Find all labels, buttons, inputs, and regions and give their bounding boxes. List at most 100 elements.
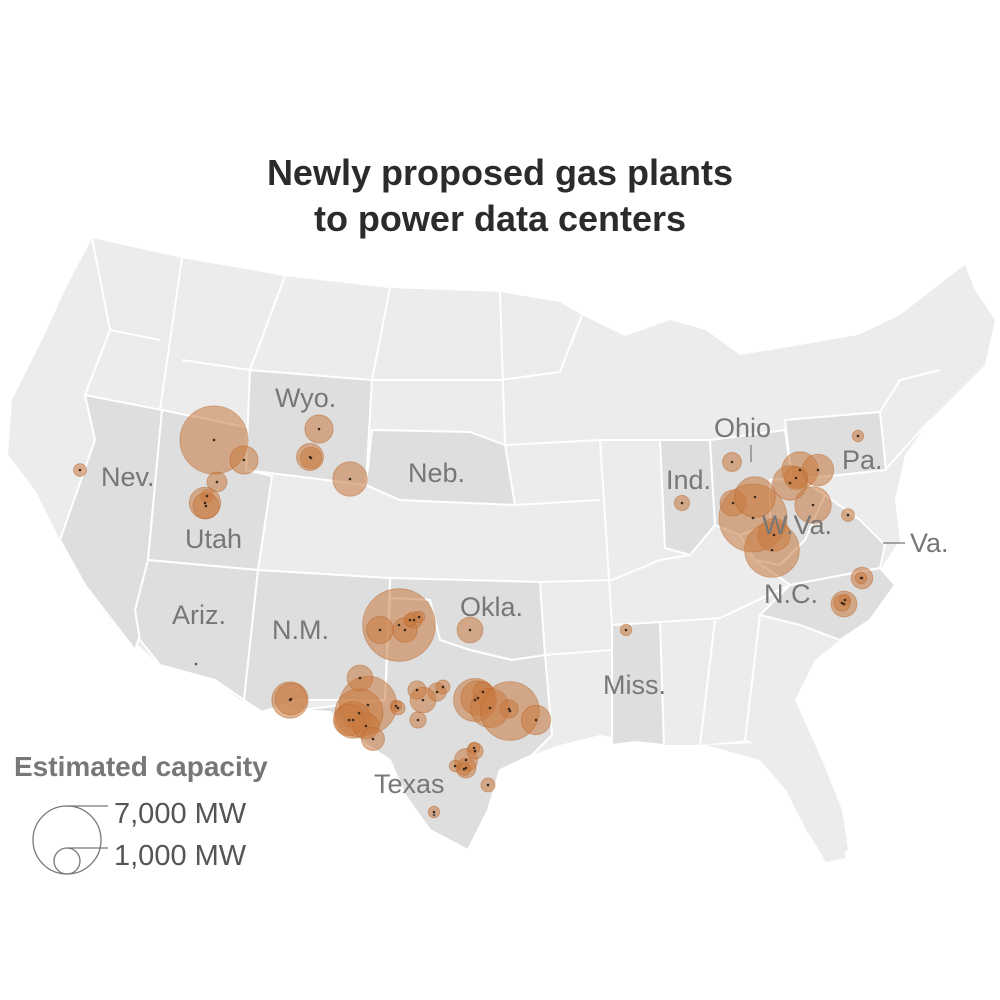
state-border-line: [539, 579, 613, 583]
plant-site-dot: [435, 690, 439, 694]
state-label-ind: Ind.: [666, 465, 711, 495]
plant-site-dot: [473, 698, 477, 702]
legend-label-large: 7,000 MW: [114, 798, 247, 830]
state-label-nm: N.M.: [272, 615, 329, 645]
plant-site-dot: [473, 749, 477, 753]
plant-site-dot: [794, 476, 798, 480]
plant-site-dot: [358, 676, 362, 680]
plant-site-dot: [453, 764, 457, 768]
plant-site-dot: [507, 707, 511, 711]
plant-site-dot: [242, 458, 246, 462]
plant-site-dot: [481, 690, 485, 694]
plant-site-dot: [408, 618, 412, 622]
plant-site-dot: [212, 438, 216, 442]
plant-site-dot: [464, 766, 468, 770]
plant-site-dot: [215, 480, 219, 484]
legend-circle-large: [32, 805, 102, 875]
state-label-wva: W.Va.: [762, 510, 832, 540]
plant-site-dot: [347, 718, 351, 722]
state-border-line: [371, 287, 391, 381]
plant-site-dot: [289, 697, 293, 701]
plant-site-dot: [624, 628, 628, 632]
plant-site-dot: [488, 706, 492, 710]
state-border-line: [659, 584, 791, 623]
plant-site-dot: [811, 503, 815, 507]
plant-site-dot: [534, 718, 538, 722]
state-border-line: [499, 291, 506, 446]
plant-site-dot: [397, 623, 401, 627]
plant-site-dot: [464, 758, 468, 762]
state-border-line: [744, 614, 761, 741]
plant-site-dot: [508, 709, 512, 713]
land-michigan: [640, 348, 712, 440]
plant-bubbles: [73, 405, 874, 819]
state-label-miss: Miss.: [603, 670, 666, 700]
plant-site-dot: [753, 495, 757, 499]
plant-site-dot: [441, 685, 445, 689]
plant-site-dot: [416, 718, 420, 722]
plant-site-dot: [432, 810, 436, 814]
state-label-ariz: Ariz.: [172, 600, 226, 630]
state-label-wyo: Wyo.: [275, 383, 336, 413]
land-florida: [706, 742, 846, 862]
plant-site-dot: [378, 628, 382, 632]
plant-site-dot: [840, 601, 844, 605]
state-label-okla: Okla.: [460, 592, 523, 622]
state-label-va: Va.: [910, 528, 949, 558]
plant-site-dot: [432, 813, 436, 817]
plant-site-dot: [772, 533, 776, 537]
plant-site-dot: [731, 501, 735, 505]
plant-site-dot: [204, 504, 208, 508]
plant-site-dot: [816, 468, 820, 472]
state-indiana: [658, 439, 717, 557]
state-border-line: [611, 554, 691, 581]
state-border-line: [699, 619, 716, 746]
title-line-1: Newly proposed gas plants: [266, 152, 734, 193]
plant-site-dot: [476, 696, 480, 700]
legend-circles: [32, 805, 108, 875]
plant-site-dot: [859, 576, 863, 580]
title-line-2: to power data centers: [313, 198, 687, 239]
plant-site-dot: [396, 706, 400, 710]
plant-site-dot: [403, 628, 407, 632]
plant-site-dot: [417, 615, 421, 619]
plant-site-dot: [394, 704, 398, 708]
state-label-neb: Neb.: [408, 458, 465, 488]
plant-site-dot: [486, 783, 490, 787]
state-border-line: [514, 499, 601, 506]
plant-site-dot: [680, 501, 684, 505]
state-border-line: [181, 359, 251, 371]
legend-title: Estimated capacity: [14, 751, 268, 782]
state-border-line: [249, 275, 286, 371]
state-border-line: [544, 649, 613, 656]
plant-site-dot: [846, 513, 850, 517]
state-label-nc: N.C.: [764, 579, 818, 609]
state-label-ohio: Ohio: [714, 413, 771, 443]
chart-title: Newly proposed gas plants to power data …: [0, 150, 1000, 242]
plant-site-dot: [351, 718, 355, 722]
plant-site-dot: [412, 618, 416, 622]
plant-site-dot: [308, 455, 312, 459]
state-border-line: [109, 329, 161, 341]
plant-site-dot: [348, 477, 352, 481]
plant-site-dot: [770, 548, 774, 552]
state-mississippi: [611, 620, 666, 747]
plant-site-dot: [842, 602, 846, 606]
state-label-utah: Utah: [185, 524, 242, 554]
plant-site-dot: [205, 494, 209, 498]
plant-site-dot: [78, 468, 82, 472]
plant-site-dot: [472, 746, 476, 750]
plant-site-dot: [856, 434, 860, 438]
state-border-line: [884, 419, 931, 471]
legend-label-small: 1,000 MW: [114, 840, 247, 872]
plant-site-dot: [788, 481, 792, 485]
plant-site-dot: [357, 711, 361, 715]
state-arizona: [133, 558, 260, 702]
plant-site-dot: [364, 724, 368, 728]
state-labels: Nev. Utah Ariz. Wyo. Neb. N.M. Okla. Tex…: [101, 383, 949, 799]
plant-site-dot: [462, 767, 466, 771]
plant-site-dot: [751, 516, 755, 520]
state-border-line: [499, 314, 583, 381]
plant-site-dot: [415, 688, 419, 692]
